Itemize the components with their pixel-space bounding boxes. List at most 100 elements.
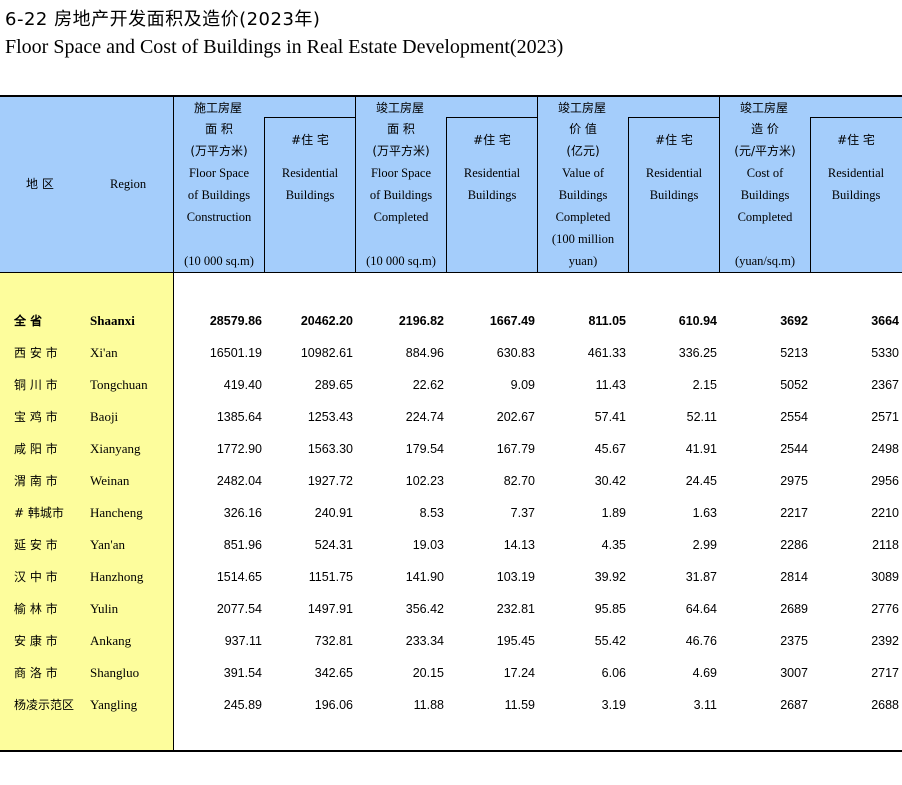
cell-value: 232.81 <box>496 602 535 616</box>
table-row: 榆 林 市 Yulin 2077.54 1497.91 356.42 232.81 95.8… <box>0 593 902 625</box>
region-cn: 咸 阳 市 <box>14 442 58 456</box>
cell-value: 356.42 <box>405 602 444 616</box>
cell-value: 1385.64 <box>216 410 262 424</box>
cell-value: 2687 <box>780 698 808 712</box>
bottom-rule <box>0 750 902 752</box>
region-cn: 宝 鸡 市 <box>14 410 58 424</box>
cell-value: 1927.72 <box>307 474 353 488</box>
cell-value: 2814 <box>780 570 808 584</box>
cell-value: 245.89 <box>223 698 262 712</box>
header-subdivider <box>264 118 265 273</box>
cell-value: 1151.75 <box>308 570 353 584</box>
cell-value: 141.90 <box>405 570 444 584</box>
cell-value: 57.41 <box>594 410 626 424</box>
cell-value: 3692 <box>780 314 808 328</box>
region-en: Baoji <box>90 409 119 424</box>
region-cn: # 韩城市 <box>14 506 64 520</box>
region-column-background <box>0 273 173 750</box>
header-col5-group: 竣工房屋 <box>558 101 607 115</box>
header-col5-line: Completed <box>555 210 611 224</box>
header-col4-line: #住 宅 <box>473 133 511 147</box>
table-row: 商 洛 市 Shangluo 391.54 342.65 20.15 17.24 6.06 4… <box>0 657 902 689</box>
cell-value: 39.92 <box>594 570 626 584</box>
cell-value: 2118 <box>872 538 899 552</box>
cell-value: 1.89 <box>601 506 626 520</box>
cell-value: 11.59 <box>504 698 535 712</box>
cell-value: 1497.91 <box>307 602 353 616</box>
header-col2-line: Buildings <box>285 188 335 202</box>
cell-value: 3089 <box>871 570 899 584</box>
cell-value: 2776 <box>871 602 899 616</box>
cell-value: 64.64 <box>685 602 717 616</box>
cell-value: 2.15 <box>692 378 717 392</box>
header-col8-line: Buildings <box>831 188 881 202</box>
cell-value: 524.31 <box>314 538 353 552</box>
cell-value: 1772.90 <box>216 442 262 456</box>
cell-value: 336.25 <box>678 346 717 360</box>
header-col3-line: (万平方米) <box>372 144 430 158</box>
header-col3-line: Floor Space <box>370 166 432 180</box>
region-cn: 杨凌示范区 <box>14 698 75 712</box>
header-subrule <box>264 117 355 118</box>
cell-value: 610.94 <box>678 314 717 328</box>
cell-value: 391.54 <box>223 666 262 680</box>
table-row: 渭 南 市 Weinan 2482.04 1927.72 102.23 82.70 30.4… <box>0 465 902 497</box>
cell-value: 82.70 <box>503 474 535 488</box>
region-en: Weinan <box>90 473 130 488</box>
region-en: Yangling <box>90 697 138 712</box>
header-col5-line: 价 值 <box>569 122 597 136</box>
region-divider <box>173 97 174 750</box>
cell-value: 342.65 <box>314 666 353 680</box>
table-row: 咸 阳 市 Xianyang 1772.90 1563.30 179.54 167.79 4… <box>0 433 902 465</box>
cell-value: 5052 <box>780 378 808 392</box>
table-row: # 韩城市 Hancheng 326.16 240.91 8.53 7.37 1.89 1.6… <box>0 497 902 529</box>
header-col3-line: of Buildings <box>369 188 433 202</box>
cell-value: 3007 <box>780 666 808 680</box>
header-col8-line: Residential <box>827 166 885 180</box>
header-subrule <box>446 117 537 118</box>
table-title-en: Floor Space and Cost of Buildings in Rea… <box>5 36 564 58</box>
cell-value: 31.87 <box>685 570 717 584</box>
table-row: 安 康 市 Ankang 937.11 732.81 233.34 195.45 55.42… <box>0 625 902 657</box>
cell-value: 2688 <box>871 698 899 712</box>
cell-value: 179.54 <box>405 442 444 456</box>
header-col5-line: (100 million <box>551 232 615 246</box>
region-cn: 安 康 市 <box>14 634 58 648</box>
cell-value: 419.40 <box>223 378 262 392</box>
cell-value: 14.13 <box>503 538 535 552</box>
header-divider <box>719 97 720 273</box>
header-col6-line: Residential <box>645 166 703 180</box>
cell-value: 461.33 <box>587 346 626 360</box>
header-col3-unit: (10 000 sq.m) <box>366 254 436 268</box>
header-col2-line: #住 宅 <box>291 133 329 147</box>
cell-value: 2956 <box>871 474 899 488</box>
cell-value: 3664 <box>871 314 899 328</box>
region-en: Hanzhong <box>90 569 144 584</box>
region-en: Tongchuan <box>90 377 148 392</box>
header-subrule <box>628 117 719 118</box>
cell-value: 196.06 <box>314 698 353 712</box>
cell-value: 2554 <box>780 410 808 424</box>
cell-value: 2689 <box>780 602 808 616</box>
region-en: Xi'an <box>90 345 118 360</box>
cell-value: 102.23 <box>405 474 444 488</box>
cell-value: 11.88 <box>413 698 444 712</box>
cell-value: 4.69 <box>692 666 717 680</box>
header-col7-line: Buildings <box>740 188 790 202</box>
region-cn: 汉 中 市 <box>14 570 58 584</box>
header-col5-line: (亿元) <box>566 144 600 158</box>
header-col7-line: Cost of <box>746 166 784 180</box>
cell-value: 20462.20 <box>300 314 353 328</box>
header-col3-line: Completed <box>373 210 429 224</box>
cell-value: 2286 <box>780 538 808 552</box>
cell-value: 2544 <box>780 442 808 456</box>
cell-value: 2.99 <box>692 538 717 552</box>
cell-value: 289.65 <box>314 378 353 392</box>
cell-value: 1.63 <box>692 506 717 520</box>
header-col3-group: 竣工房屋 <box>376 101 425 115</box>
cell-value: 937.11 <box>224 634 262 648</box>
header-col7-line: 造 价 <box>751 122 779 136</box>
table-row: 宝 鸡 市 Baoji 1385.64 1253.43 224.74 202.67 57.4… <box>0 401 902 433</box>
table-title-cn: 6-22 房地产开发面积及造价(2023年) <box>5 9 321 30</box>
cell-value: 2975 <box>780 474 808 488</box>
